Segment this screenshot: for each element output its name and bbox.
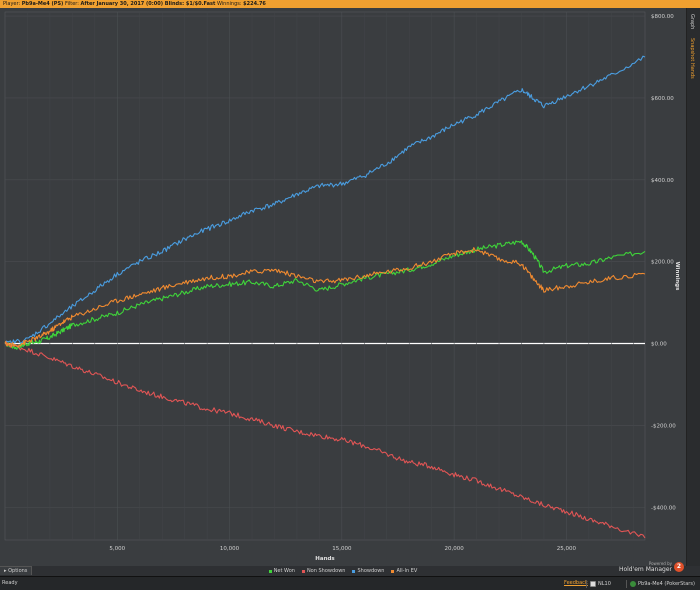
x-tick-label: 15,000 (332, 546, 352, 552)
powered-by-text: Powered by (648, 561, 672, 566)
y-tick-label: $400.00 (651, 178, 674, 184)
y-tick-label: $0.00 (651, 342, 667, 348)
winnings-label: Winnings: (216, 1, 242, 7)
limit-text: NL10 (598, 580, 611, 587)
legend-label-showdown: Showdown (357, 568, 385, 574)
player-label: Player: (3, 1, 21, 7)
legend-swatch-non-showdown (301, 569, 305, 573)
side-tab-panel: Graph Snapshot Hands (686, 8, 700, 566)
feedback-link[interactable]: Feedback (564, 580, 588, 586)
chart-legend: Net Won Non Showdown Showdown All-In EV (0, 566, 686, 576)
legend-swatch-all-in-ev (391, 569, 395, 573)
y-axis-label: Winnings (674, 262, 680, 292)
series-line-net-won (4, 240, 646, 350)
legend-label-all-in-ev: All-In EV (396, 568, 418, 574)
options-label: Options (8, 568, 28, 574)
legend-item-all-in-ev[interactable]: All-In EV (391, 568, 417, 574)
winnings-chart: $800.00 $600.00 $400.00 $200.00 $0.00 -$200.0… (4, 11, 680, 562)
brand-name: Hold'em Manager (618, 566, 672, 573)
pokerstars-icon (630, 581, 636, 587)
status-divider (626, 580, 627, 588)
player-indicator[interactable]: Pb9a-Me4 (PokerStars) (630, 580, 695, 588)
filter-value: After January 30, 2017 (0:00) Blinds: $1… (80, 1, 216, 7)
x-tick-label: 5,000 (109, 546, 125, 552)
legend-item-net-won[interactable]: Net Won (268, 568, 295, 574)
winnings-value: $224.76 (243, 1, 266, 7)
legend-swatch-showdown (352, 569, 356, 573)
x-axis-label: Hands (315, 556, 335, 562)
y-tick-label: -$400.00 (651, 505, 676, 511)
player-text: Pb9a-Me4 (PokerStars) (638, 580, 695, 587)
legend-item-non-showdown[interactable]: Non Showdown (301, 568, 346, 574)
legend-swatch-net-won (268, 569, 272, 573)
y-tick-label: $800.00 (651, 14, 674, 20)
legend-label-non-showdown: Non Showdown (306, 568, 346, 574)
plot-area (4, 11, 646, 541)
status-ready-text: Ready (2, 580, 18, 586)
options-chevron-icon: ▸ (4, 568, 9, 574)
x-tick-label: 25,000 (557, 546, 577, 552)
tab-graph[interactable]: Graph (689, 14, 695, 30)
series-line-showdown (4, 55, 646, 346)
y-tick-label: $600.00 (651, 96, 674, 102)
x-tick-label: 20,000 (444, 546, 464, 552)
y-tick-label: -$200.00 (651, 423, 676, 429)
x-tick-label: 10,000 (220, 546, 240, 552)
legend-label-net-won: Net Won (273, 568, 295, 574)
chart-area: $800.00 $600.00 $400.00 $200.00 $0.00 -$200.0… (0, 8, 686, 566)
limit-indicator[interactable]: NL10 (590, 580, 611, 588)
filter-label: Filter: (64, 1, 79, 7)
filter-info-bar: Player: Pb9a-Me4 (PS) Filter: After Janu… (0, 0, 700, 8)
status-bar: Ready Feedback NL10 Pb9a-Me4 (PokerStars… (0, 576, 700, 590)
limit-icon (590, 581, 596, 587)
series-line-non-showdown (4, 341, 646, 539)
hm2-logo-icon: 2 (674, 562, 684, 572)
branding: Powered by Hold'em Manager 2 (612, 561, 684, 575)
status-divider (586, 580, 587, 588)
tab-snapshot-hands[interactable]: Snapshot Hands (689, 38, 695, 79)
y-tick-label: $200.00 (651, 260, 674, 266)
series-line-all-in-ev (4, 247, 646, 348)
player-value: Pb9a-Me4 (PS) (21, 1, 64, 7)
legend-item-showdown[interactable]: Showdown (352, 568, 384, 574)
options-button[interactable]: ▸ Options (0, 566, 33, 575)
